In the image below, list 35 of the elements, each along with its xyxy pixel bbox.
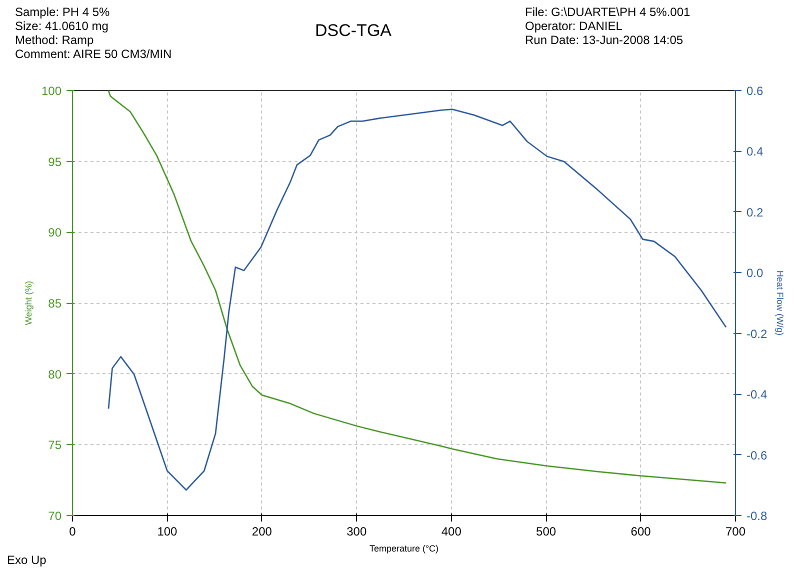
y2-tick-label: -0.4	[746, 388, 768, 402]
y-tick-label: 85	[48, 296, 62, 310]
text: Size: 41.0610 mg	[15, 19, 108, 33]
y2-tick-label: 0.0	[746, 266, 764, 280]
text: Run Date: 13-Jun-2008 14:05	[525, 33, 684, 47]
y2-tick-label: 0.2	[746, 205, 764, 220]
y-tick-label: 100	[41, 84, 62, 98]
x-tick-label: 700	[725, 524, 746, 538]
x-tick-label: 100	[157, 524, 178, 538]
text: Comment: AIRE 50 CM3/MIN	[15, 47, 172, 61]
y-tick-label: 75	[48, 438, 62, 452]
x-tick-label: 300	[346, 524, 367, 538]
chart-title: DSC-TGA	[315, 20, 392, 42]
text: File: G:\DUARTE\PH 4 5%.001	[525, 5, 690, 19]
y2-tick-label: -0.2	[746, 326, 768, 341]
text: Operator: DANIEL	[525, 19, 622, 33]
x-tick-label: 200	[252, 524, 272, 538]
y-tick-label: 90	[48, 226, 62, 240]
x-tick-label: 0	[69, 524, 76, 538]
y2-tick-label: 0.6	[746, 84, 764, 98]
y-tick-label: 70	[48, 509, 62, 523]
y2-tick-label: 0.4	[746, 144, 764, 159]
text: Exo Up	[7, 553, 46, 567]
x-tick-label: 400	[441, 524, 462, 538]
y-axis-title: Weight (%)	[23, 280, 34, 326]
y2-axis-title: Heat Flow (W/g)	[775, 270, 786, 336]
text: Sample: PH 4 5%	[15, 5, 110, 19]
y-tick-label: 80	[48, 367, 62, 382]
y2-tick-label: -0.6	[746, 448, 768, 462]
x-tick-label: 500	[536, 524, 556, 538]
y-tick-label: 95	[48, 154, 62, 169]
x-axis-title: Temperature (°C)	[369, 544, 439, 554]
text: Method: Ramp	[15, 33, 94, 47]
x-tick-label: 600	[630, 524, 652, 538]
y2-tick-label: -0.8	[746, 509, 768, 523]
